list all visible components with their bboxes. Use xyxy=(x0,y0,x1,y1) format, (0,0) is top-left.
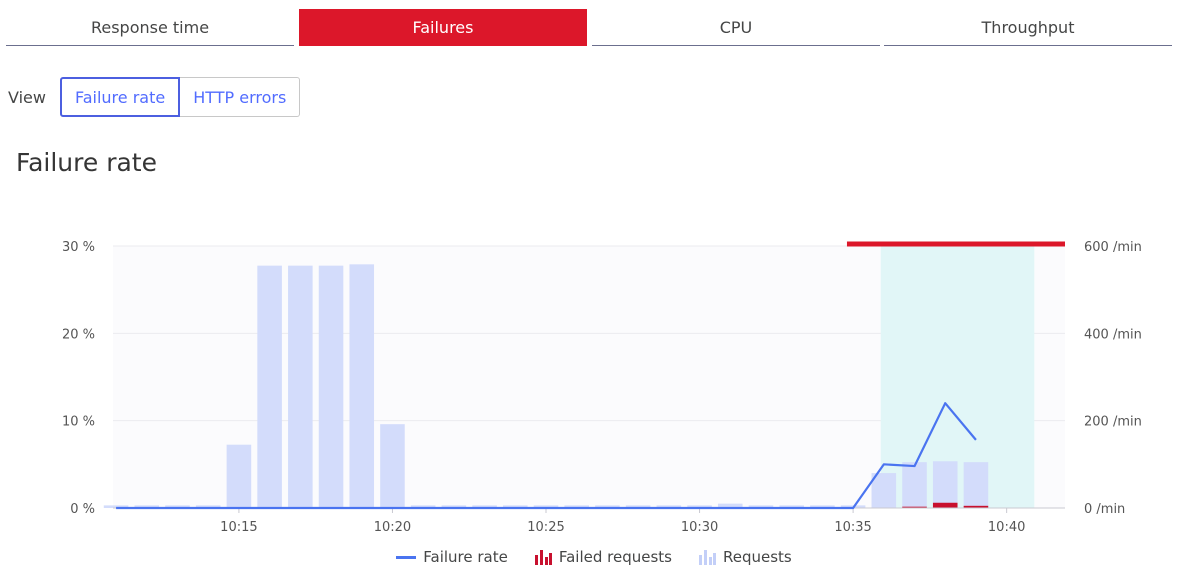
requests-bar xyxy=(288,265,313,508)
requests-bar xyxy=(902,462,927,508)
x-axis-tick: 10:35 xyxy=(834,520,871,535)
requests-bar xyxy=(134,505,160,508)
right-axis-tick: 600 /min xyxy=(1084,240,1142,255)
legend-item-requests[interactable]: Requests xyxy=(698,548,792,566)
failed-requests-bar xyxy=(902,506,927,508)
requests-bar xyxy=(503,505,528,508)
requests-bar xyxy=(687,505,712,508)
requests-bar xyxy=(257,265,282,508)
legend-label: Requests xyxy=(722,548,792,566)
section-title: Failure rate xyxy=(16,148,157,177)
legend-item-failure-rate[interactable]: Failure rate xyxy=(396,548,508,566)
failure-rate-chart: 0 % 10 % 20 % 30 % 0 /min 200 /min 400 /min 600… xyxy=(62,240,1142,535)
requests-bar xyxy=(318,265,344,508)
tab-failures[interactable]: Failures xyxy=(299,9,587,46)
requests-bar xyxy=(595,505,620,508)
right-axis-tick: 0 /min xyxy=(1084,502,1125,517)
failure-rate-line xyxy=(116,402,977,510)
x-axis-tick: 10:30 xyxy=(681,520,718,535)
tab-response-time[interactable]: Response time xyxy=(6,9,294,46)
requests-bar xyxy=(717,503,743,508)
x-axis-tick: 10:15 xyxy=(220,520,257,535)
view-switcher: View Failure rate HTTP errors xyxy=(8,76,301,118)
view-segmented-control: Failure rate HTTP errors xyxy=(59,77,301,117)
requests-bar xyxy=(380,424,405,508)
left-axis-tick: 20 % xyxy=(62,327,95,342)
right-axis-tick: 400 /min xyxy=(1084,327,1142,342)
legend-label: Failed requests xyxy=(558,548,672,566)
tab-bar: Response time Failures CPU Throughput xyxy=(6,9,1172,46)
light-bar-chart-icon xyxy=(698,550,716,565)
tab-throughput[interactable]: Throughput xyxy=(884,9,1172,46)
requests-bar xyxy=(195,505,221,508)
requests-bar xyxy=(349,264,375,508)
left-axis-tick: 0 % xyxy=(70,502,95,517)
x-axis-tick: 10:20 xyxy=(374,520,411,535)
left-axis-tick: 10 % xyxy=(62,415,95,430)
tab-cpu[interactable]: CPU xyxy=(592,9,880,46)
requests-bar xyxy=(441,505,467,508)
requests-bar xyxy=(748,505,774,508)
x-axis-tick: 10:25 xyxy=(527,520,564,535)
failed-requests-bar xyxy=(963,505,989,508)
x-axis-tick: 10:40 xyxy=(988,520,1025,535)
failed-requests-bar xyxy=(932,502,958,508)
right-axis-tick: 200 /min xyxy=(1084,415,1142,430)
chart-legend: Failure rate Failed requests Requests xyxy=(0,548,1188,566)
requests-bar xyxy=(656,505,682,508)
legend-item-failed-requests[interactable]: Failed requests xyxy=(534,548,672,566)
requests-bar xyxy=(963,462,989,508)
view-option-failure-rate[interactable]: Failure rate xyxy=(59,77,181,117)
requests-bar xyxy=(103,505,129,508)
requests-bar xyxy=(564,505,589,508)
line-series-icon xyxy=(396,555,417,559)
requests-bar xyxy=(410,505,436,508)
requests-bar xyxy=(932,461,958,508)
requests-bar xyxy=(871,473,897,508)
requests-bar xyxy=(810,505,835,508)
requests-bar xyxy=(165,505,190,508)
view-option-http-errors[interactable]: HTTP errors xyxy=(180,77,301,117)
legend-label: Failure rate xyxy=(423,548,508,566)
requests-bar xyxy=(779,505,804,508)
requests-bar xyxy=(533,505,559,508)
left-axis-tick: 30 % xyxy=(62,240,95,255)
requests-bar xyxy=(472,505,497,508)
requests-bar xyxy=(226,444,252,508)
requests-bar xyxy=(625,505,651,508)
view-label: View xyxy=(8,87,46,107)
red-bar-chart-icon xyxy=(534,550,552,565)
